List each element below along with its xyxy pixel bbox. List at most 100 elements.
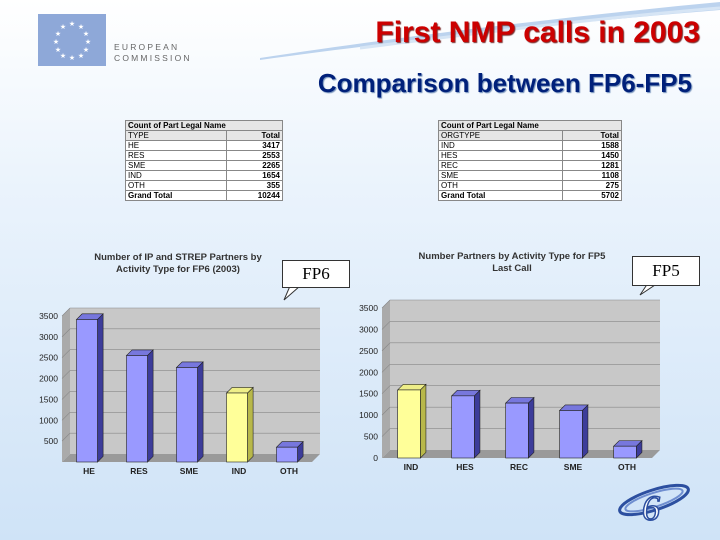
bar-front <box>226 392 248 463</box>
fp6-chart-title: Number of IP and STREP Partners by Activ… <box>94 252 262 275</box>
x-tick-label: IND <box>404 462 419 472</box>
table-total-row: Grand Total 10244 <box>124 190 283 201</box>
table-cell: 5702 <box>561 190 623 201</box>
gridline-side <box>61 412 71 421</box>
fp5-callout: FP5 <box>632 256 700 286</box>
y-tick-label: 1000 <box>39 415 58 425</box>
gridline-side <box>381 342 391 352</box>
table-row: OTH 355 <box>124 180 283 191</box>
table-header-cell: Total <box>226 130 283 141</box>
bar-front <box>451 395 475 459</box>
table-cell: HES <box>438 150 563 161</box>
bar <box>175 361 204 463</box>
table-row: SME 2265 <box>124 160 283 171</box>
fp5-pivot-table: Count of Part Legal Name ORGTYPE Total IN… <box>438 120 623 201</box>
slide-title: First NMP calls in 2003 <box>375 16 700 49</box>
table-cell: 2553 <box>226 150 283 161</box>
table-cell: Grand Total <box>124 190 228 201</box>
svg-text:★: ★ <box>60 52 66 60</box>
y-tick-label: 2000 <box>39 374 58 384</box>
bar <box>396 383 427 459</box>
eu-text-line1: EUROPEAN <box>114 42 180 52</box>
table-cell: REC <box>438 160 563 171</box>
table-cell: Grand Total <box>438 190 563 201</box>
gridline-side <box>381 364 391 373</box>
svg-text:★: ★ <box>78 52 84 60</box>
bar-side <box>528 396 535 459</box>
table-total-row: Grand Total 5702 <box>438 190 623 201</box>
x-tick-label: HES <box>456 462 474 472</box>
bar <box>75 313 104 463</box>
fp6-pivot-table: Count of Part Legal Name TYPE Total HE 341… <box>124 120 283 201</box>
svg-text:★: ★ <box>83 30 89 38</box>
header-swoosh <box>260 2 720 60</box>
bar-front <box>505 402 529 459</box>
table-cell: 275 <box>561 180 623 191</box>
bar <box>558 404 589 459</box>
table-row: OTH 275 <box>438 180 623 191</box>
bar-side <box>474 389 481 459</box>
gridline-side <box>381 385 391 394</box>
x-tick-label: SME <box>564 462 583 472</box>
table-cell: SME <box>124 160 228 171</box>
svg-text:★: ★ <box>69 20 75 28</box>
eu-commission-logo-text: EUROPEAN COMMISSION <box>114 42 192 64</box>
bar-side <box>147 349 154 463</box>
table-row: SME 1108 <box>438 170 623 181</box>
table-cell: HE <box>124 140 228 151</box>
y-tick-label: 3500 <box>359 303 378 313</box>
table-row: RES 2553 <box>124 150 283 161</box>
x-tick-label: REC <box>510 462 528 472</box>
x-tick-label: RES <box>130 466 148 476</box>
table-caption: Count of Part Legal Name <box>125 120 283 131</box>
bar-front <box>126 355 148 463</box>
x-tick-label: HE <box>83 466 95 476</box>
bar-side <box>420 383 427 459</box>
y-tick-label: 2000 <box>359 367 378 377</box>
y-tick-label: 3000 <box>39 332 58 342</box>
gridline-side <box>61 328 71 338</box>
plot-side-wall <box>62 308 70 462</box>
table-cell: 355 <box>226 180 283 191</box>
eu-text-line2: COMMISSION <box>114 53 192 63</box>
table-cell: 1281 <box>561 160 623 171</box>
table-header-cell: ORGTYPE <box>438 130 563 141</box>
gridline-side <box>381 321 391 330</box>
table-row: IND 1588 <box>438 140 623 151</box>
gridline-side <box>61 391 71 400</box>
table-cell: IND <box>124 170 228 181</box>
bar-side <box>247 386 254 463</box>
y-tick-label: 1000 <box>359 410 378 420</box>
gridline-side <box>381 299 391 309</box>
bar-front <box>276 446 298 463</box>
y-tick-label: 0 <box>373 453 378 463</box>
y-tick-label: 3500 <box>39 311 58 321</box>
eu-flag-logo: ★ ★ ★ ★ ★ ★ ★ ★ ★ ★ ★ ★ <box>38 14 106 66</box>
y-tick-label: 1500 <box>39 394 58 404</box>
gridline-side <box>381 428 391 437</box>
fp5-callout-tail <box>639 283 659 296</box>
table-cell: 1108 <box>561 170 623 181</box>
svg-text:★: ★ <box>69 54 75 62</box>
fp5-bar-chart: 0 500 1000 1500 2000 2500 3000 3500 IND HES REC SME… <box>359 299 660 472</box>
table-cell: 1654 <box>226 170 283 181</box>
table-row: REC 1281 <box>438 160 623 171</box>
slide-subtitle: Comparison between FP6-FP5 <box>317 68 692 98</box>
fp6-callout-tail <box>283 286 301 301</box>
table-cell: 10244 <box>226 190 283 201</box>
y-tick-label: 3000 <box>359 324 378 334</box>
bar <box>450 389 481 459</box>
table-cell: OTH <box>438 180 563 191</box>
plot-side-wall <box>382 300 390 458</box>
table-row: HES 1450 <box>438 150 623 161</box>
bar <box>125 349 154 463</box>
bar-front <box>76 319 98 463</box>
table-row: HE 3417 <box>124 140 283 151</box>
table-cell: 2265 <box>226 160 283 171</box>
table-cell: OTH <box>124 180 228 191</box>
gridline-side <box>61 349 71 358</box>
svg-text:★: ★ <box>55 30 61 38</box>
fp6-bar-chart: 500 1000 1500 2000 2500 3000 3500 HE RES SME IND OT… <box>39 307 320 476</box>
bar-front <box>559 410 583 459</box>
y-tick-label: 500 <box>364 432 378 442</box>
